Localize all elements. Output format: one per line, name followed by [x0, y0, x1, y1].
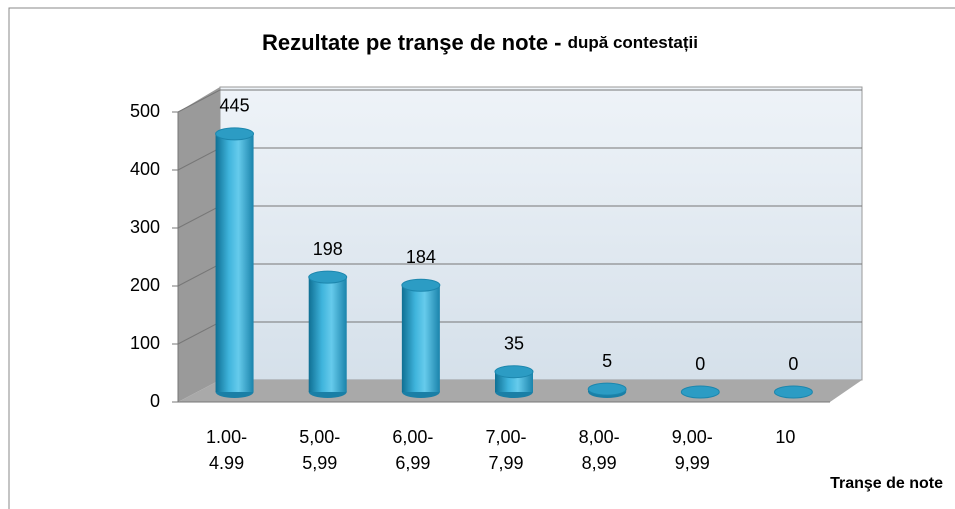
bar-top [308, 270, 348, 284]
y-tick-label: 400 [130, 159, 160, 179]
x-tick-label: 8,99 [582, 453, 617, 473]
x-tick-label: 7,99 [488, 453, 523, 473]
x-tick-label: 9,00- [672, 427, 713, 447]
chart-border [8, 7, 955, 509]
x-tick-label: 7,00- [485, 427, 526, 447]
bar [401, 285, 440, 392]
grid-line [177, 89, 862, 113]
x-tick-label: 6,00- [392, 427, 433, 447]
bar-top [773, 385, 813, 399]
data-label: 0 [788, 354, 798, 374]
title: Rezultate pe tranşe de note - [262, 30, 568, 55]
bar-top [494, 365, 534, 379]
y-tick-label: 300 [130, 217, 160, 237]
bar-top [587, 382, 627, 396]
x-tick-label: 9,99 [675, 453, 710, 473]
x-tick-label: 10 [775, 427, 795, 447]
data-label: 198 [313, 239, 343, 259]
x-tick-label: 5,99 [302, 453, 337, 473]
bar [215, 133, 254, 392]
y-tick-label: 0 [150, 391, 160, 411]
side-wall [178, 87, 220, 402]
x-tick-label: 1.00- [206, 427, 247, 447]
x-tick-label: 6,99 [395, 453, 430, 473]
bar-top [215, 127, 255, 141]
x-axis-label: Tranşe de note [830, 475, 943, 492]
x-tick-label: 8,00- [579, 427, 620, 447]
chart-title: Rezultate pe tranşe de note - după conte… [262, 30, 698, 55]
x-tick-label: 5,00- [299, 427, 340, 447]
bar-top [401, 278, 441, 292]
data-label: 184 [406, 247, 436, 267]
bar [308, 277, 347, 392]
x-tick-label: 4.99 [209, 453, 244, 473]
y-tick-label: 200 [130, 275, 160, 295]
y-tick-label: 500 [130, 101, 160, 121]
bar-top [680, 385, 720, 399]
y-tick-label: 100 [130, 333, 160, 353]
data-label: 445 [220, 96, 250, 116]
data-label: 5 [602, 351, 612, 371]
subtitle: după contestații [568, 33, 698, 52]
data-label: 0 [695, 354, 705, 374]
data-label: 35 [504, 333, 524, 353]
